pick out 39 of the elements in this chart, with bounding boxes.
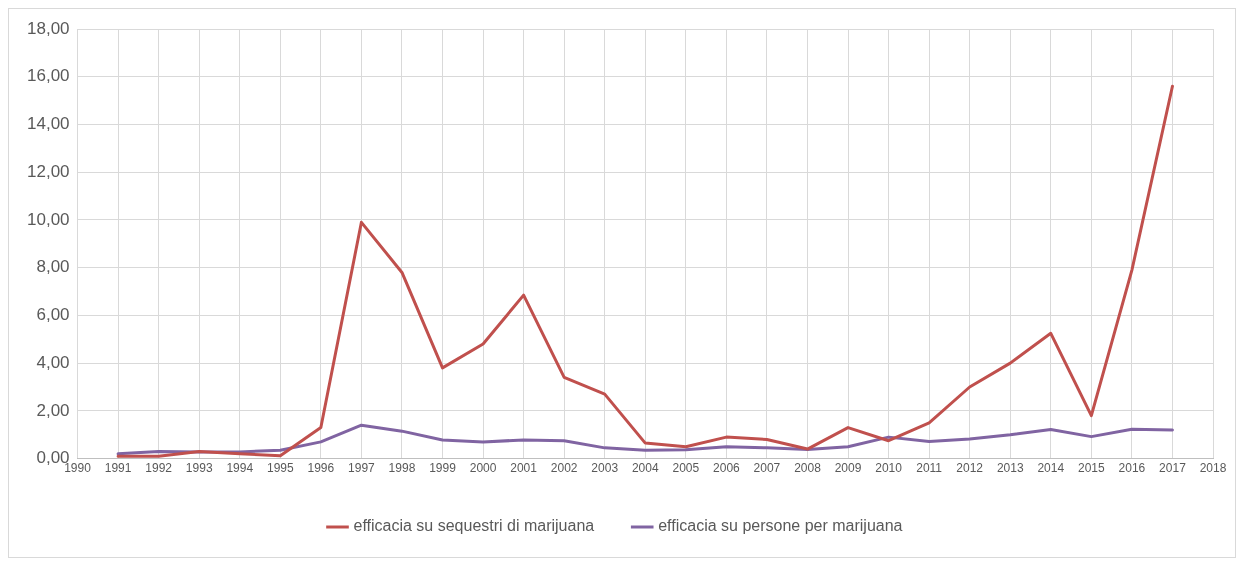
- x-tick-label: 1998: [388, 461, 416, 476]
- x-tick-label: 2015: [1077, 461, 1106, 476]
- x-tick-label: 2007: [753, 461, 781, 476]
- legend-label: efficacia su persone per marijuana: [658, 517, 903, 535]
- x-tick-label: 2005: [672, 461, 700, 476]
- y-tick-label: 6,00: [36, 305, 70, 325]
- y-tick-label: 12,00: [26, 161, 70, 181]
- y-tick-label: 4,00: [36, 352, 70, 372]
- x-tick-label: 1992: [145, 461, 173, 476]
- x-tick-label: 1999: [429, 461, 457, 476]
- y-tick-label: 2,00: [36, 400, 70, 420]
- x-tick-label: 1995: [266, 461, 294, 476]
- y-tick-label: 18,00: [26, 18, 70, 38]
- y-tick-label: 14,00: [26, 114, 70, 134]
- x-tick-label: 1993: [185, 461, 213, 476]
- x-tick-label: 2004: [631, 461, 659, 476]
- x-tick-label: 2014: [1037, 461, 1065, 476]
- x-tick-label: 2013: [996, 461, 1024, 476]
- x-tick-label: 2003: [591, 461, 619, 476]
- x-tick-label: 2008: [794, 461, 822, 476]
- x-tick-label: 2000: [469, 461, 497, 476]
- x-tick-label: 1997: [348, 461, 376, 476]
- x-tick-label: 2001: [510, 461, 538, 476]
- y-tick-label: 10,00: [26, 209, 70, 229]
- x-tick-label: 2002: [550, 461, 578, 476]
- x-tick-label: 2016: [1118, 461, 1146, 476]
- x-tick-label: 2010: [875, 461, 903, 476]
- x-tick-label: 2009: [834, 461, 862, 476]
- x-tick-label: 1994: [226, 461, 254, 476]
- legend-label: efficacia su sequestri di marijuana: [353, 517, 595, 535]
- y-tick-label: 16,00: [26, 66, 70, 86]
- x-tick-label: 1991: [104, 461, 132, 476]
- x-tick-label: 1996: [307, 461, 335, 476]
- x-tick-label: 2018: [1199, 461, 1227, 476]
- y-tick-label: 8,00: [36, 257, 70, 277]
- x-tick-label: 2017: [1159, 461, 1187, 476]
- x-tick-label: 2006: [713, 461, 741, 476]
- x-tick-label: 2011: [916, 461, 943, 476]
- x-tick-label: 2012: [956, 461, 984, 476]
